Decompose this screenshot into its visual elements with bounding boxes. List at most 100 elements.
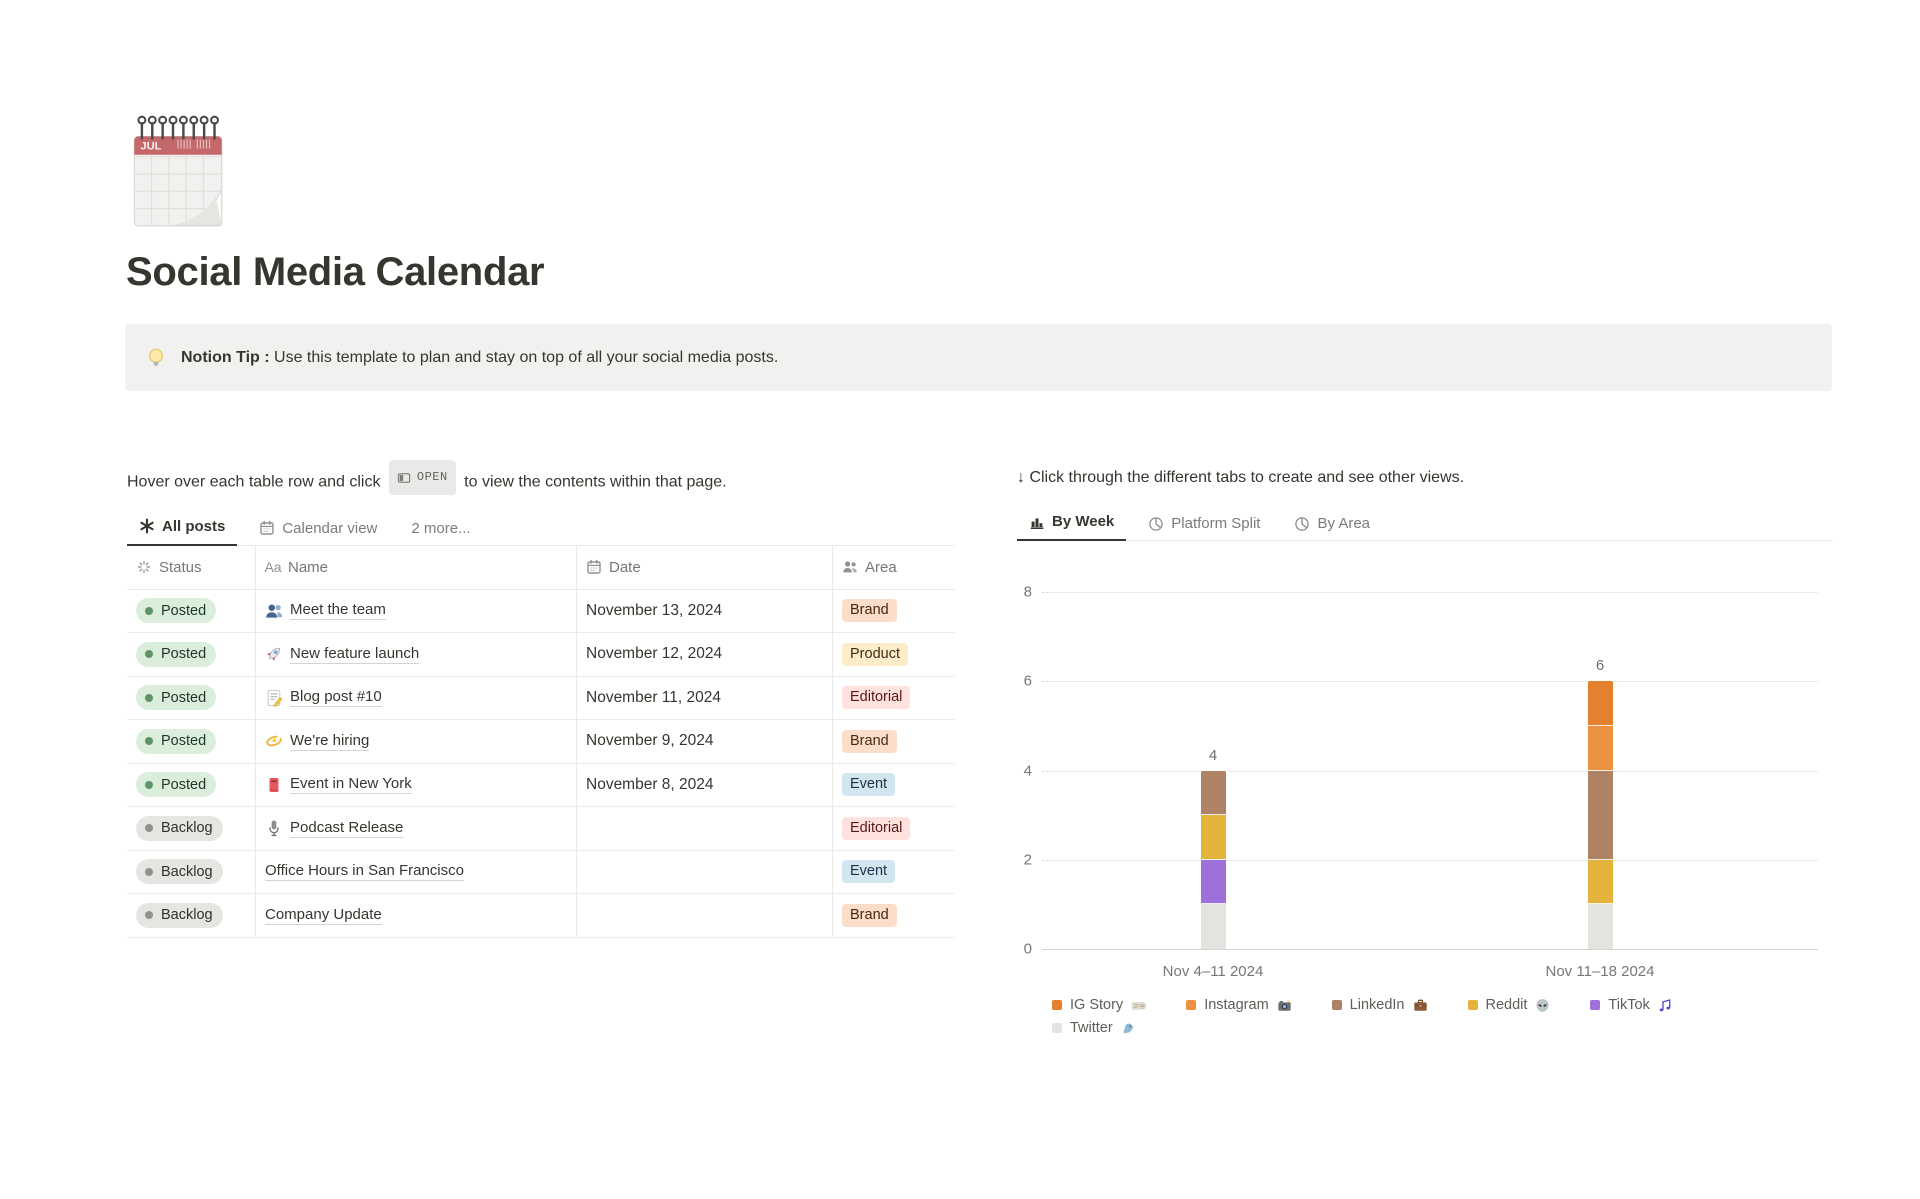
legend-item-twitter[interactable]: Twitter bbox=[1052, 1020, 1136, 1036]
stacked-bar[interactable] bbox=[1200, 770, 1226, 949]
bar-segment-reddit[interactable] bbox=[1200, 815, 1226, 860]
area-tag[interactable]: Brand bbox=[842, 729, 897, 753]
page-link[interactable]: Event in New York bbox=[290, 775, 412, 795]
bar-chart-icon bbox=[1029, 514, 1045, 530]
bar-segment-twitter[interactable] bbox=[1200, 904, 1226, 949]
page-link[interactable]: Office Hours in San Francisco bbox=[265, 862, 464, 882]
area-tag[interactable]: Brand bbox=[842, 903, 897, 927]
area-tag[interactable]: Product bbox=[842, 642, 908, 666]
area-tag[interactable]: Editorial bbox=[842, 686, 911, 710]
area-cell[interactable]: Event bbox=[833, 764, 955, 807]
tab-2-more[interactable]: 2 more... bbox=[399, 516, 482, 546]
date-cell[interactable]: November 9, 2024 bbox=[577, 720, 833, 763]
stacked-bar[interactable] bbox=[1587, 681, 1613, 949]
area-cell[interactable]: Brand bbox=[833, 720, 955, 763]
name-cell[interactable]: Event in New York bbox=[256, 763, 577, 806]
bar-segment-tiktok[interactable] bbox=[1200, 859, 1226, 905]
musical-notes-icon bbox=[1658, 998, 1673, 1013]
status-cell[interactable]: Backlog bbox=[127, 894, 256, 937]
bar-segment-twitter[interactable] bbox=[1587, 904, 1613, 949]
legend-item-reddit[interactable]: Reddit bbox=[1467, 997, 1551, 1013]
open-button[interactable]: OPEN bbox=[388, 460, 456, 495]
area-cell[interactable]: Brand bbox=[833, 590, 955, 633]
area-tag[interactable]: Editorial bbox=[842, 816, 911, 840]
name-cell[interactable]: Podcast Release bbox=[256, 807, 577, 850]
tab-platform-split[interactable]: Platform Split bbox=[1136, 511, 1272, 541]
area-tag[interactable]: Brand bbox=[842, 599, 897, 623]
date-value: November 9, 2024 bbox=[586, 732, 714, 750]
page-link[interactable]: Meet the team bbox=[290, 601, 386, 621]
area-cell[interactable]: Product bbox=[833, 633, 955, 676]
spiral-calendar-icon[interactable]: JUL bbox=[127, 112, 229, 232]
status-cell[interactable]: Posted bbox=[127, 589, 256, 632]
date-cell[interactable]: November 12, 2024 bbox=[577, 633, 833, 676]
legend-item-ig-story[interactable]: IG Story bbox=[1052, 997, 1147, 1013]
area-tag[interactable]: Event bbox=[842, 773, 896, 797]
column-header-area[interactable]: Area bbox=[833, 546, 955, 589]
status-pill[interactable]: Backlog bbox=[136, 902, 223, 928]
status-cell[interactable]: Posted bbox=[127, 720, 256, 763]
name-cell[interactable]: Meet the team bbox=[256, 589, 577, 632]
area-cell[interactable]: Brand bbox=[833, 894, 955, 937]
area-cell[interactable]: Editorial bbox=[833, 677, 955, 720]
area-cell[interactable]: Event bbox=[833, 851, 955, 894]
name-cell[interactable]: Blog post #10 bbox=[256, 676, 577, 719]
bar-segment-linkedin[interactable] bbox=[1587, 770, 1613, 860]
calendar-icon bbox=[586, 559, 602, 575]
legend-swatch bbox=[1186, 1000, 1197, 1010]
column-header-status[interactable]: Status bbox=[127, 545, 256, 589]
status-pill[interactable]: Posted bbox=[136, 728, 217, 754]
status-pill[interactable]: Posted bbox=[136, 598, 217, 624]
legend-label: Twitter bbox=[1070, 1020, 1113, 1036]
page-link[interactable]: New feature launch bbox=[290, 644, 420, 664]
tab-label: By Area bbox=[1317, 515, 1370, 532]
notion-tip-callout: Notion Tip : Use this template to plan a… bbox=[125, 324, 1832, 391]
tab-calendar-view[interactable]: Calendar view bbox=[247, 516, 389, 546]
page-link[interactable]: Blog post #10 bbox=[290, 688, 382, 708]
legend-item-linkedin[interactable]: LinkedIn bbox=[1331, 997, 1428, 1013]
bar-segment-ig-story[interactable] bbox=[1587, 681, 1613, 726]
tab-by-week[interactable]: By Week bbox=[1017, 509, 1127, 541]
status-cell[interactable]: Backlog bbox=[127, 807, 256, 850]
status-pill[interactable]: Posted bbox=[136, 641, 217, 667]
column-header-date[interactable]: Date bbox=[577, 545, 833, 589]
status-cell[interactable]: Posted bbox=[127, 676, 256, 719]
gridline bbox=[1042, 949, 1818, 950]
date-cell[interactable] bbox=[577, 807, 833, 850]
status-cell[interactable]: Posted bbox=[127, 763, 256, 806]
date-cell[interactable]: November 13, 2024 bbox=[577, 589, 833, 632]
legend-item-tiktok[interactable]: TikTok bbox=[1590, 997, 1672, 1013]
status-cell[interactable]: Backlog bbox=[127, 850, 256, 893]
status-pill[interactable]: Backlog bbox=[136, 815, 223, 841]
bar-segment-reddit[interactable] bbox=[1587, 859, 1613, 905]
page-link[interactable]: We're hiring bbox=[290, 731, 370, 751]
page-link[interactable]: Podcast Release bbox=[290, 818, 404, 838]
tab-all-posts[interactable]: All posts bbox=[127, 514, 238, 546]
bar-segment-linkedin[interactable] bbox=[1200, 770, 1226, 816]
area-tag[interactable]: Event bbox=[842, 860, 896, 884]
date-cell[interactable] bbox=[577, 850, 833, 893]
tab-label: By Week bbox=[1052, 513, 1115, 530]
date-cell[interactable]: November 8, 2024 bbox=[577, 763, 833, 806]
svg-text:JUL: JUL bbox=[140, 141, 161, 153]
date-cell[interactable]: November 11, 2024 bbox=[577, 676, 833, 719]
name-cell[interactable]: We're hiring bbox=[256, 720, 577, 763]
status-pill[interactable]: Posted bbox=[136, 685, 217, 711]
name-cell[interactable]: New feature launch bbox=[256, 633, 577, 676]
status-pill[interactable]: Posted bbox=[136, 772, 217, 798]
status-cell[interactable]: Posted bbox=[127, 633, 256, 676]
column-header-name[interactable]: Aa Name bbox=[256, 545, 577, 589]
name-cell[interactable]: Company Update bbox=[256, 894, 577, 937]
tab-by-area[interactable]: By Area bbox=[1282, 511, 1382, 541]
date-cell[interactable] bbox=[577, 894, 833, 937]
area-cell[interactable]: Editorial bbox=[833, 807, 955, 850]
legend-label: LinkedIn bbox=[1349, 997, 1405, 1013]
status-label: Posted bbox=[161, 733, 207, 750]
name-cell[interactable]: Office Hours in San Francisco bbox=[256, 850, 577, 893]
studio-microphone-icon bbox=[265, 819, 283, 837]
status-dot-icon bbox=[145, 606, 153, 615]
bar-segment-instagram[interactable] bbox=[1587, 725, 1613, 771]
legend-item-instagram[interactable]: Instagram bbox=[1186, 997, 1291, 1013]
page-link[interactable]: Company Update bbox=[265, 905, 382, 925]
status-pill[interactable]: Backlog bbox=[136, 859, 223, 885]
